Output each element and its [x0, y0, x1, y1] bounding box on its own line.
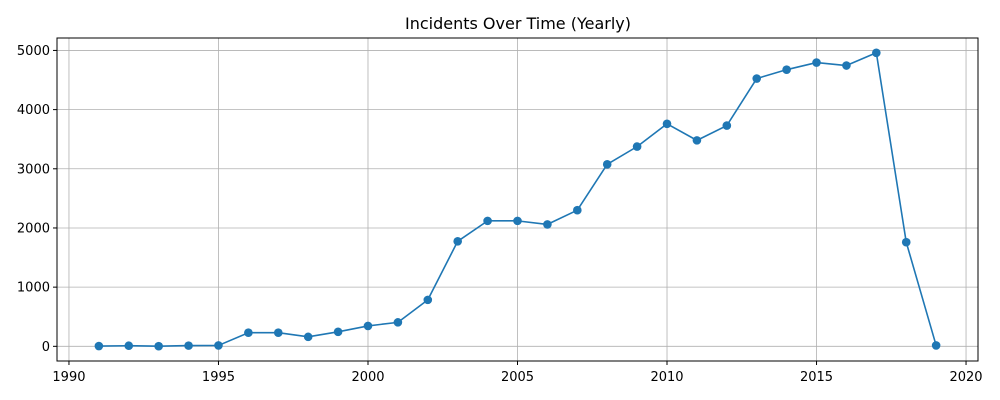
- data-point: [244, 328, 253, 338]
- data-point: [273, 328, 283, 338]
- data-point: [752, 74, 762, 83]
- data-point: [722, 121, 732, 130]
- data-point: [692, 136, 702, 145]
- y-tick-label: 5000: [17, 44, 50, 59]
- series-incidents: [94, 48, 941, 351]
- y-tick-label: 0: [42, 340, 50, 355]
- y-tick-label: 3000: [17, 162, 50, 177]
- grid: [57, 38, 978, 361]
- data-point: [94, 341, 104, 351]
- data-point: [573, 205, 582, 215]
- y-axis-ticks: 0 1000 2000 3000 4000 5000: [17, 44, 57, 355]
- data-point: [782, 65, 791, 74]
- chart-title: Incidents Over Time (Yearly): [405, 14, 631, 33]
- data-point: [483, 216, 492, 226]
- x-tick-label: 2005: [501, 370, 534, 385]
- x-tick-label: 2015: [800, 370, 833, 385]
- x-tick-label: 2000: [351, 370, 384, 385]
- data-point: [423, 295, 433, 305]
- data-point: [872, 48, 881, 58]
- data-point: [602, 160, 612, 169]
- data-point: [154, 341, 163, 351]
- data-point: [393, 318, 403, 327]
- y-tick-label: 4000: [17, 103, 50, 118]
- data-point: [124, 341, 134, 351]
- data-point: [513, 216, 522, 226]
- data-point: [901, 237, 911, 247]
- data-point: [303, 332, 313, 342]
- x-tick-label: 1995: [202, 370, 235, 385]
- data-point: [662, 119, 672, 129]
- x-tick-label: 2010: [650, 370, 683, 385]
- data-point: [363, 321, 373, 331]
- x-axis-ticks: 1990 1995 2000 2005 2010 2015 2020: [52, 361, 983, 385]
- x-tick-label: 2020: [949, 370, 982, 385]
- data-point: [931, 341, 941, 350]
- data-point: [453, 236, 462, 246]
- data-point: [842, 61, 851, 70]
- data-point: [812, 58, 821, 67]
- y-tick-label: 2000: [17, 221, 50, 236]
- data-point: [184, 341, 193, 350]
- data-point: [214, 341, 223, 350]
- data-point: [632, 142, 642, 151]
- x-tick-label: 1990: [52, 370, 85, 385]
- data-point: [543, 220, 552, 229]
- data-point: [333, 327, 343, 337]
- y-tick-label: 1000: [17, 281, 50, 296]
